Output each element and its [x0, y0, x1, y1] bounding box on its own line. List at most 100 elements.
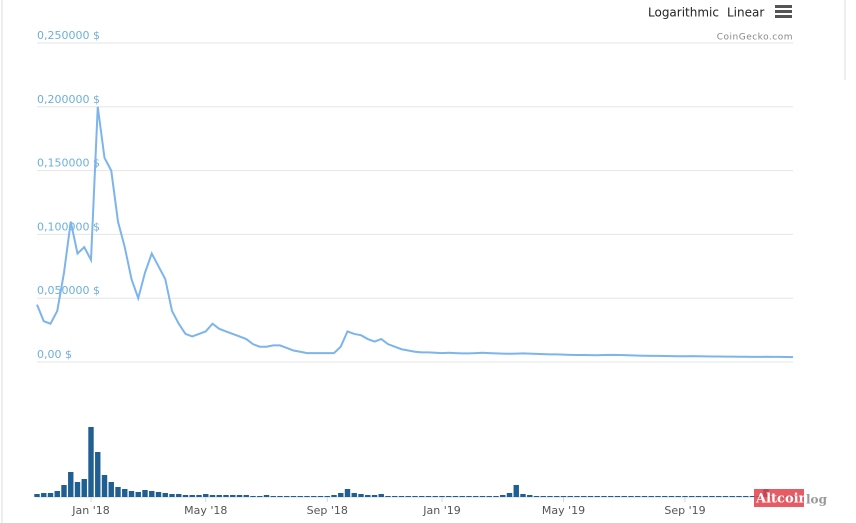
- volume-bar: [695, 496, 702, 497]
- volume-bar: [493, 496, 499, 497]
- volume-bar: [466, 496, 472, 497]
- volume-bar: [702, 496, 708, 497]
- volume-bar: [540, 496, 546, 497]
- volume-bar: [452, 496, 459, 497]
- volume-bar: [682, 496, 688, 497]
- menu-button[interactable]: [775, 5, 792, 18]
- volume-bar: [425, 496, 432, 497]
- volume-bar: [149, 491, 155, 497]
- volume-bar: [446, 496, 452, 497]
- volume-bar: [621, 496, 627, 497]
- volume-bar: [250, 496, 256, 497]
- volume-bar: [459, 496, 465, 497]
- volume-bar: [473, 496, 479, 497]
- volume-bar: [108, 482, 114, 497]
- volume-bar: [243, 495, 249, 497]
- volume-bar: [182, 495, 189, 497]
- volume-bar: [155, 492, 162, 497]
- y-tick-label: 0,00 $: [37, 348, 72, 361]
- volume-bar: [608, 496, 614, 497]
- volume-bar: [405, 496, 411, 497]
- volume-bar: [722, 496, 729, 497]
- volume-bar: [344, 489, 351, 497]
- menu-bar: [775, 5, 792, 8]
- volume-bar: [479, 496, 486, 497]
- volume-bar: [614, 496, 621, 497]
- volume-bar: [662, 496, 668, 497]
- volume-bar: [689, 496, 695, 497]
- volume-bar: [263, 495, 270, 497]
- volume-bar: [236, 495, 243, 497]
- x-tick-label: Sep '18: [307, 504, 348, 517]
- volume-bar: [736, 496, 742, 497]
- volume-bar: [520, 494, 526, 497]
- volume-bar: [304, 496, 310, 497]
- volume-bar: [223, 495, 229, 497]
- volume-bar: [716, 496, 722, 497]
- volume-bar: [311, 496, 317, 497]
- y-tick-label: 0,100000 $: [37, 220, 100, 233]
- volume-bar: [277, 496, 283, 497]
- volume-bar: [331, 495, 337, 497]
- volume-bar: [284, 496, 290, 497]
- volume-bar: [648, 496, 654, 497]
- volume-bar: [655, 496, 661, 497]
- volume-bar: [47, 493, 54, 497]
- volume-bar: [567, 496, 573, 497]
- volume-bar: [88, 427, 94, 497]
- volume-bar: [54, 491, 60, 497]
- volume-bar: [230, 495, 236, 497]
- volume-bar: [513, 485, 519, 497]
- volume-bar: [365, 495, 371, 497]
- volume-bar: [432, 496, 438, 497]
- watermark-box: [754, 489, 804, 507]
- volume-bar: [41, 493, 47, 497]
- volume-bar: [587, 496, 594, 497]
- volume-bar: [290, 496, 297, 497]
- volume-bar: [628, 496, 634, 497]
- volume-bar: [351, 493, 357, 497]
- volume-bar: [486, 496, 492, 497]
- volume-bar: [189, 495, 195, 497]
- volume-bar: [560, 496, 567, 497]
- x-tick-label: May '18: [184, 504, 227, 517]
- x-tick-label: Sep '19: [664, 504, 705, 517]
- linear-button[interactable]: Linear: [727, 6, 764, 20]
- y-tick-label: 0,250000 $: [37, 29, 100, 42]
- volume-bar: [216, 495, 222, 497]
- volume-bar: [74, 482, 81, 497]
- volume-bar: [115, 487, 121, 497]
- volume-bar: [61, 485, 67, 497]
- credits: CoinGecko.com: [717, 33, 793, 43]
- volume-bar: [641, 496, 648, 497]
- volume-bar: [81, 479, 87, 497]
- x-tick-label: Jan '18: [71, 504, 109, 517]
- volume-bar: [122, 489, 128, 497]
- logarithmic-button[interactable]: Logarithmic: [648, 6, 719, 20]
- volume-bar: [527, 495, 533, 497]
- watermark: Altcoin log: [754, 489, 828, 507]
- volume-bar: [142, 490, 148, 497]
- volume-bar: [554, 496, 560, 497]
- menu-bar: [775, 10, 792, 13]
- volume-bar: [533, 496, 540, 497]
- volume-bar: [729, 496, 735, 497]
- volume-bar: [128, 491, 135, 497]
- volume-bar: [317, 496, 324, 497]
- volume-bar: [675, 496, 681, 497]
- volume-bar: [385, 496, 391, 497]
- volume-bar: [378, 494, 384, 497]
- volume-bar: [371, 495, 378, 497]
- volume-bar: [743, 496, 749, 497]
- volume-bar: [169, 494, 175, 497]
- volume-bar: [419, 496, 425, 497]
- volume-bar: [270, 496, 276, 497]
- volume-bar: [547, 496, 553, 497]
- volume-bar: [392, 496, 398, 497]
- volume-bar: [196, 495, 202, 497]
- y-tick-label: 0,200000 $: [37, 93, 100, 106]
- volume-bar: [358, 494, 364, 497]
- volume-bar: [34, 494, 40, 497]
- volume-bar: [135, 492, 141, 497]
